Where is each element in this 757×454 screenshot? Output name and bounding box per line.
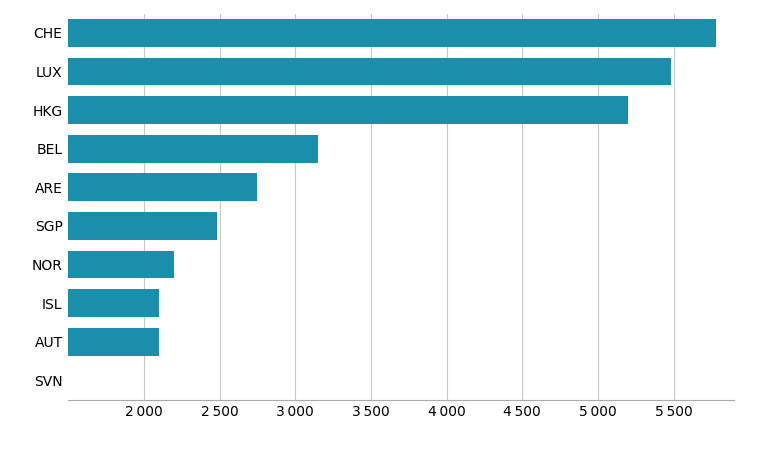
Bar (0, 289, 159, 317)
Bar (0, 58, 671, 85)
Bar (0, 173, 257, 201)
Bar (0, 328, 159, 355)
Bar (0, 251, 174, 278)
Bar (0, 19, 716, 47)
Bar (0, 212, 217, 240)
Bar (0, 96, 628, 124)
Bar (0, 135, 318, 163)
